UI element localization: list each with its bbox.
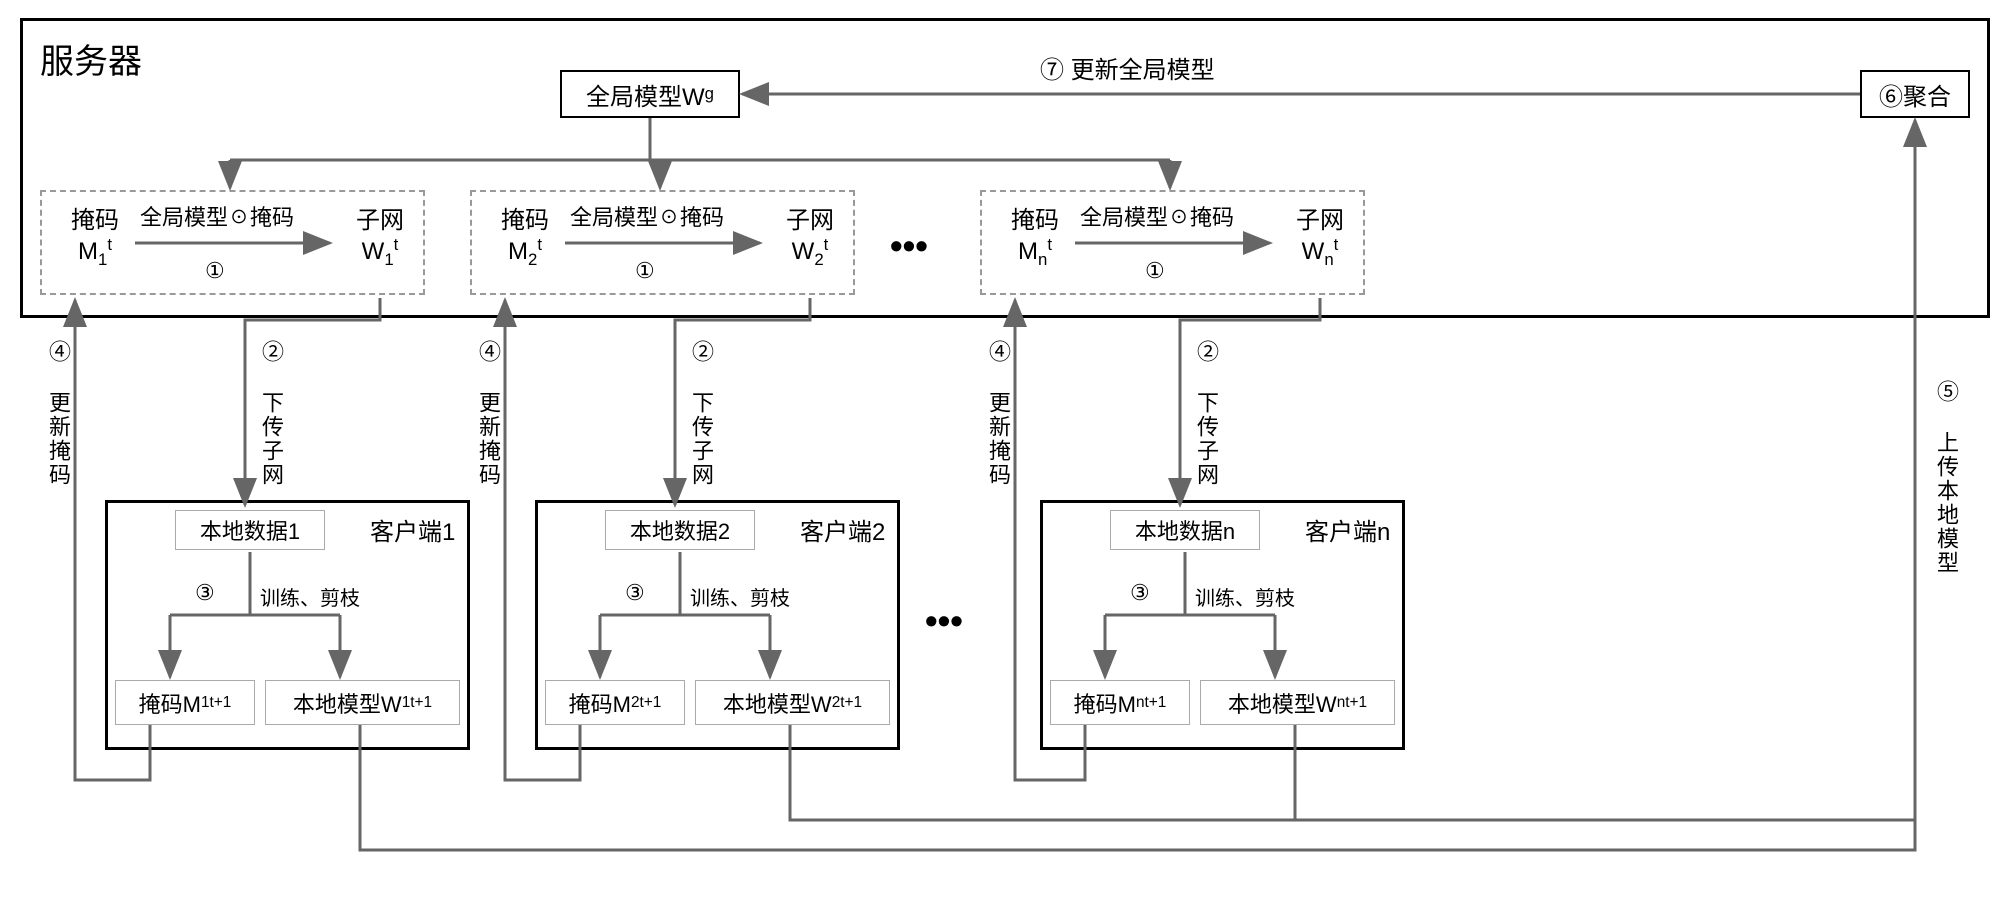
client-n-modelout: 本地模型Wnt+1	[1200, 680, 1395, 725]
circle1-n: ①	[1145, 258, 1165, 284]
client-2-modelout: 本地模型W2t+1	[695, 680, 890, 725]
client-n-title: 客户端n	[1305, 512, 1390, 547]
global-model-sub: g	[705, 84, 714, 104]
client-2-maskout: 掩码M2t+1	[545, 680, 685, 725]
client-n-circle3: ③	[1130, 580, 1150, 606]
circle1-1: ①	[205, 258, 225, 284]
client-2-trainprune: 训练、剪枝	[690, 582, 790, 611]
client-n-trainprune: 训练、剪枝	[1195, 582, 1295, 611]
ellipsis-top: •••	[890, 225, 928, 267]
global-model-label: 全局模型W	[586, 77, 705, 112]
mask-label-1: 掩码 M1t	[55, 200, 135, 270]
client-1-localdata: 本地数据1	[175, 510, 325, 550]
update-mask-label-n: ④ 更新掩码	[982, 340, 1014, 487]
aggregate-box: ⑥聚合	[1860, 70, 1970, 118]
update-mask-label-1: ④ 更新掩码	[42, 340, 74, 487]
mask-op-n: 全局模型☉掩码	[1080, 200, 1234, 232]
client-1-maskout: 掩码M1t+1	[115, 680, 255, 725]
client-1-trainprune: 训练、剪枝	[260, 582, 360, 611]
download-label-n: ② 下传子网	[1190, 340, 1222, 487]
update-global-label: ⑦ 更新全局模型	[1040, 50, 1215, 85]
mask-op-1: 全局模型☉掩码	[140, 200, 294, 232]
client-1-title: 客户端1	[370, 512, 455, 547]
client-2-title: 客户端2	[800, 512, 885, 547]
update-mask-label-2: ④ 更新掩码	[472, 340, 504, 487]
server-title: 服务器	[40, 34, 142, 83]
mask-op-2: 全局模型☉掩码	[570, 200, 724, 232]
client-n-maskout: 掩码Mnt+1	[1050, 680, 1190, 725]
download-label-1: ② 下传子网	[255, 340, 287, 487]
client-n-localdata: 本地数据n	[1110, 510, 1260, 550]
mask-label-n: 掩码 Mnt	[995, 200, 1075, 270]
client-2-circle3: ③	[625, 580, 645, 606]
client-2-localdata: 本地数据2	[605, 510, 755, 550]
client-1-circle3: ③	[195, 580, 215, 606]
ellipsis-bottom: •••	[925, 600, 963, 642]
client-1-modelout: 本地模型W1t+1	[265, 680, 460, 725]
mask-label-2: 掩码 M2t	[485, 200, 565, 270]
upload-label: ⑤ 上传本地模型	[1930, 380, 1962, 575]
subnet-label-2: 子网 W2t	[770, 200, 850, 270]
circle1-2: ①	[635, 258, 655, 284]
global-model-box: 全局模型Wg	[560, 70, 740, 118]
subnet-label-1: 子网 W1t	[340, 200, 420, 270]
download-label-2: ② 下传子网	[685, 340, 717, 487]
subnet-label-n: 子网 Wnt	[1280, 200, 1360, 270]
